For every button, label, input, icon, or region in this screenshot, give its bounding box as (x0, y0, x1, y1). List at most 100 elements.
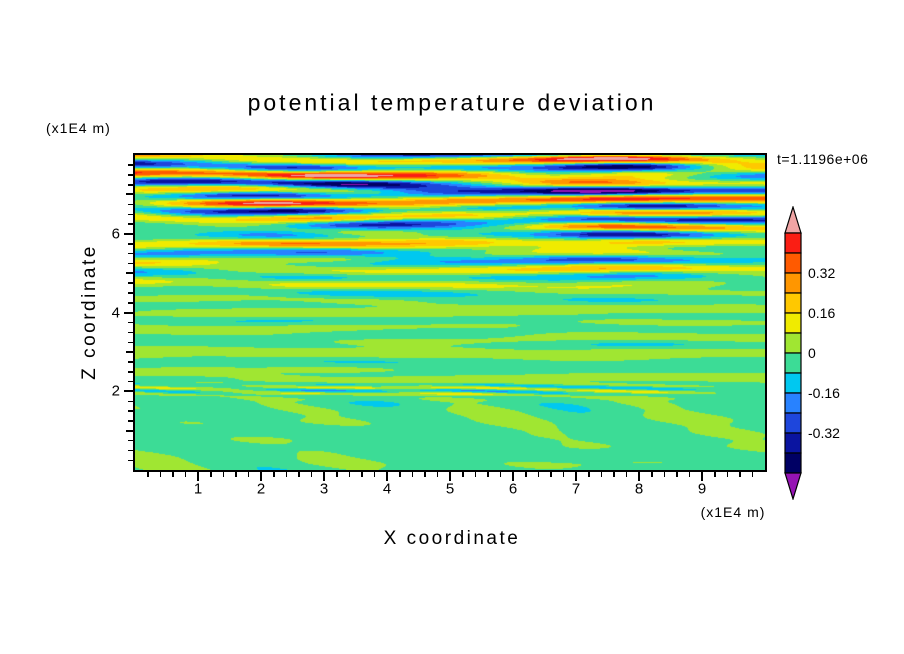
colorbar-segment (784, 292, 802, 314)
x-axis-tick (260, 472, 262, 481)
colorbar-segment (784, 392, 802, 414)
colorbar-segment (784, 452, 802, 474)
y-axis-tick (124, 311, 133, 314)
x-axis-minor-tick (222, 472, 225, 477)
y-axis-minor-tick (128, 371, 133, 373)
x-axis-minor-tick (688, 472, 691, 477)
time-label: t=1.1196e+06 (777, 151, 869, 167)
z-axis-unit-label: (x1E4 m) (46, 120, 111, 136)
colorbar-svg (784, 204, 802, 502)
y-axis-tick-label: 6 (111, 225, 120, 243)
x-axis-tick (701, 472, 703, 481)
y-axis-minor-tick (128, 292, 133, 294)
x-axis-minor-tick (348, 472, 351, 477)
x-axis-minor-tick (474, 472, 477, 477)
x-axis-minor-tick (625, 472, 628, 477)
colorbar-down-arrow (784, 472, 802, 502)
colorbar-segment (784, 332, 802, 354)
y-axis-minor-tick (128, 341, 133, 344)
x-axis-minor-tick (247, 472, 250, 477)
x-axis-tick-label: 7 (571, 480, 581, 498)
y-axis-minor-tick (128, 262, 133, 265)
x-axis-minor-tick (399, 472, 401, 477)
y-axis-minor-tick (128, 243, 133, 245)
colorbar-segment (784, 232, 802, 254)
colorbar-tick-label: 0 (808, 345, 816, 361)
x-axis-minor-tick (676, 472, 678, 477)
y-axis-minor-tick (128, 282, 133, 284)
x-axis-minor-tick (751, 472, 754, 477)
heatmap-canvas (135, 155, 765, 470)
x-axis-tick (386, 472, 388, 481)
x-axis-tick-label: 8 (634, 480, 644, 498)
x-axis-minor-tick (462, 472, 464, 477)
y-axis-minor-tick (128, 420, 133, 422)
x-axis-minor-tick (172, 472, 174, 477)
x-axis-minor-tick (537, 472, 540, 477)
y-axis-medium-tick (126, 350, 133, 353)
y-axis-minor-tick (128, 223, 133, 225)
y-axis-minor-tick (128, 331, 133, 334)
x-axis-tick-label: 4 (382, 480, 392, 498)
x-axis-minor-tick (285, 472, 288, 477)
colorbar-segment (784, 372, 802, 394)
x-axis-minor-tick (373, 472, 376, 477)
y-axis-tick (124, 232, 133, 235)
y-axis-minor-tick (128, 321, 133, 324)
y-axis-minor-tick (128, 449, 133, 452)
x-axis-minor-tick (550, 472, 552, 477)
y-axis-minor-tick (128, 302, 133, 304)
colorbar-tick-label: -0.32 (808, 425, 840, 441)
x-axis-minor-tick (210, 472, 212, 477)
x-axis-tick (512, 472, 514, 481)
x-axis-minor-tick (411, 472, 414, 477)
x-axis-minor-tick (487, 472, 489, 477)
colorbar-segment (784, 432, 802, 454)
x-axis-minor-tick (739, 472, 741, 477)
x-axis-tick-label: 6 (508, 480, 518, 498)
y-axis-minor-tick (128, 361, 133, 363)
colorbar-tick-label: 0.32 (808, 265, 836, 281)
y-axis-medium-tick (126, 193, 133, 196)
x-axis-minor-tick (436, 472, 439, 477)
x-axis-minor-tick (714, 472, 716, 477)
colorbar-segment (784, 412, 802, 434)
x-axis-minor-tick (310, 472, 313, 477)
y-axis-title: Z coordinate (79, 244, 100, 380)
x-axis-minor-tick (726, 472, 729, 477)
x-axis-tick-label: 1 (193, 480, 203, 498)
y-axis-minor-tick (128, 174, 133, 176)
x-axis-minor-tick (663, 472, 666, 477)
plot-frame (133, 153, 767, 472)
x-axis-tick-label: 9 (697, 480, 707, 498)
x-axis-minor-tick (361, 472, 363, 477)
y-axis-medium-tick (126, 429, 133, 432)
x-axis-minor-tick (147, 472, 149, 477)
colorbar-segment (784, 252, 802, 274)
x-axis-tick-label: 2 (256, 480, 266, 498)
y-axis-minor-tick (128, 459, 133, 462)
x-axis-minor-tick (651, 472, 653, 477)
x-axis-minor-tick (273, 472, 275, 477)
colorbar-segment (784, 272, 802, 294)
y-axis-minor-tick (128, 164, 133, 166)
x-axis-tick-label: 3 (319, 480, 329, 498)
x-axis-tick (638, 472, 640, 481)
x-axis-tick (449, 472, 451, 481)
x-axis-unit-label: (x1E4 m) (700, 504, 766, 520)
colorbar-segment (784, 312, 802, 334)
x-axis-minor-tick (562, 472, 565, 477)
x-axis-tick (575, 472, 577, 481)
x-axis-minor-tick (613, 472, 615, 477)
x-axis-minor-tick (600, 472, 603, 477)
x-axis-tick (197, 472, 199, 481)
x-axis-minor-tick (336, 472, 338, 477)
y-axis-minor-tick (128, 439, 133, 442)
plot-title: potential temperature deviation (247, 89, 657, 116)
y-axis-minor-tick (128, 400, 133, 403)
colorbar-tick-label: 0.16 (808, 305, 836, 321)
y-axis-tick (124, 390, 133, 393)
x-axis-minor-tick (525, 472, 527, 477)
x-axis-minor-tick (499, 472, 502, 477)
